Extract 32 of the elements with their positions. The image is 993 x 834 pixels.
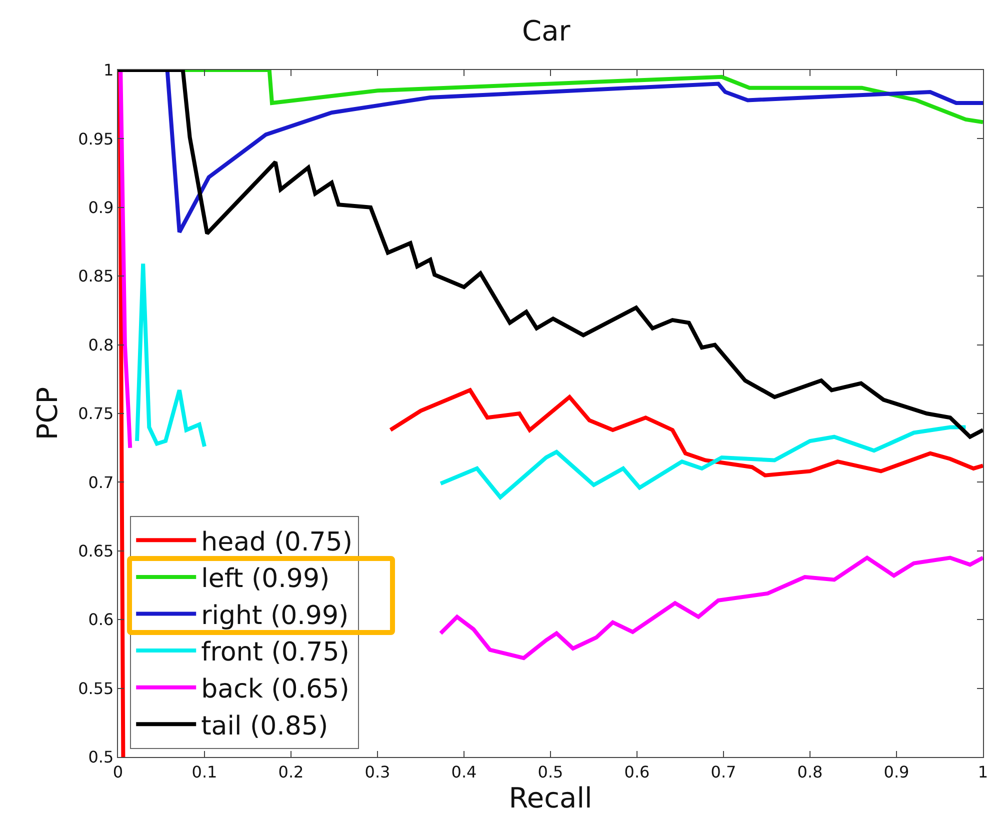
- y-tick-label: 1: [104, 60, 114, 80]
- y-tick-label: 0.75: [78, 404, 114, 424]
- legend-label: front (0.75): [201, 638, 350, 668]
- x-axis-title: Recall: [508, 781, 592, 814]
- y-tick-label: 0.65: [78, 542, 114, 560]
- y-tick-label: 0.95: [78, 129, 114, 148]
- x-tick-label: 0: [112, 762, 124, 782]
- legend-label: right (0.99): [201, 600, 349, 631]
- y-tick-label: 0.9: [88, 198, 114, 217]
- legend-label: head (0.75): [201, 527, 352, 558]
- x-tick-label: 0.6: [624, 762, 650, 782]
- y-tick-label: 0.7: [88, 472, 114, 492]
- y-tick-label: 0.8: [88, 335, 114, 354]
- y-axis-title: PCP: [30, 386, 64, 440]
- x-tick-label: 0.3: [364, 762, 390, 782]
- y-tick-label: 0.55: [78, 678, 114, 698]
- x-tick-label: 0.7: [710, 762, 736, 782]
- legend-label: left (0.99): [201, 564, 330, 594]
- x-tick-label: 0.4: [451, 762, 477, 782]
- line-series: [118, 70, 983, 439]
- chart-title: Car: [522, 14, 571, 48]
- legend-label: tail (0.85): [201, 711, 328, 742]
- legend-label: back (0.65): [201, 674, 350, 704]
- x-tick-label: 0.5: [538, 762, 564, 782]
- x-tick-label: 1: [978, 762, 988, 782]
- y-tick-label: 0.85: [78, 266, 114, 286]
- y-tick-label: 0.5: [88, 748, 114, 767]
- x-tick-label: 0.9: [884, 762, 910, 782]
- x-tick-label: 0.2: [278, 762, 304, 782]
- x-tick-label: 0.8: [797, 762, 823, 782]
- y-tick-label: 0.6: [88, 610, 114, 630]
- x-tick-label: 0.1: [192, 762, 218, 782]
